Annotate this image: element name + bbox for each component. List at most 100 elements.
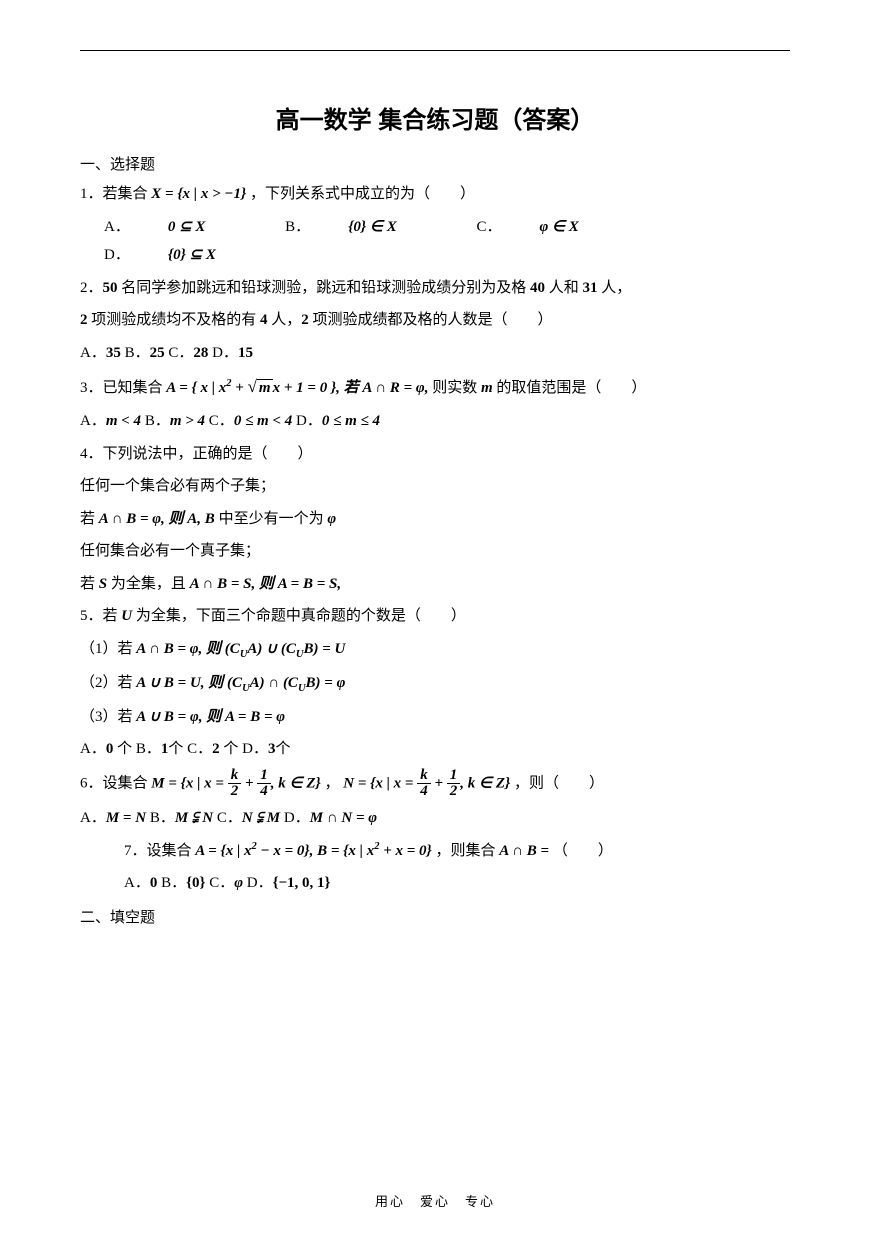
q4-p2e: A ∩ B = φ, 则 A, B: [99, 511, 215, 527]
q5-stem: 5．若 U 为全集，下面三个命题中真命题的个数是（ ）: [80, 602, 790, 631]
q3-e1c: x + 1 = 0 }, 若 A ∩ R = φ,: [273, 380, 429, 396]
q2-B: B．: [125, 345, 150, 361]
q5-Dt: 个: [276, 741, 291, 757]
q6-N: N = {x | x =: [343, 775, 417, 791]
q2-D: D．: [212, 345, 238, 361]
q6-Nf2n: 1: [447, 768, 461, 785]
q3-Ae: m < 4: [106, 413, 141, 429]
q7-Bv: {0}: [186, 875, 205, 891]
q5-options: A．0 个 B．1个 C．2 个 D．3个: [80, 735, 790, 764]
q1-text-a: 1．若集合: [80, 186, 151, 202]
q2-31: 31: [583, 280, 598, 296]
q5-s1a: （1）若: [80, 641, 136, 657]
q6-Nf1d: 4: [417, 784, 431, 800]
q2-Av: 35: [106, 345, 121, 361]
q6-M: M = {x | x =: [151, 775, 227, 791]
q4-p3: 任何集合必有一个真子集；: [80, 537, 790, 566]
section-1-head: 一、选择题: [80, 153, 790, 174]
q5-D: D．: [242, 741, 268, 757]
q2-Bv: 25: [150, 345, 165, 361]
q6-b: ，则（ ）: [514, 775, 604, 791]
q7-e2: A ∩ B =: [499, 843, 549, 859]
q2-l1g: 人，: [598, 280, 632, 296]
q4-p1: 任何一个集合必有两个子集；: [80, 472, 790, 501]
q2-options: A．35 B．25 C．28 D．15: [80, 339, 790, 368]
q5-A: A．: [80, 741, 106, 757]
q3-c: 的取值范围是（ ）: [493, 380, 647, 396]
q4-p2b: 中至少有一个为: [215, 511, 328, 527]
q6-Ntail: , k ∈ Z}: [460, 775, 510, 791]
q5-s2r: B) = φ: [306, 675, 346, 691]
q5-s2u1: U: [242, 683, 250, 694]
q2-Cv: 28: [193, 345, 208, 361]
q5-s2e: A ∪ B = U, 则 (C: [136, 675, 242, 691]
q1-B-expr: {0} ∈ X: [348, 213, 397, 242]
q5-Cv: 2: [212, 741, 220, 757]
top-rule: [80, 50, 790, 51]
q1-A-expr: 0 ⊆ X: [168, 213, 206, 242]
q6-Mf1d: 2: [228, 784, 242, 800]
q6-D: D．: [284, 810, 310, 826]
q5-s2a: （2）若: [80, 675, 136, 691]
q5-B: B．: [136, 741, 161, 757]
q2-l2b: 项测验成绩均不及格的有: [88, 312, 261, 328]
q7-C: C．: [209, 875, 234, 891]
q7-stem: 7．设集合 A = {x | x2 − x = 0}, B = {x | x2 …: [80, 837, 790, 866]
q6-Mplus: +: [241, 775, 257, 791]
q1-text-b: ，下列关系式中成立的为（ ）: [250, 186, 475, 202]
q5-s2m: A) ∩ (C: [250, 675, 298, 691]
q2-line1: 2．50 名同学参加跳远和铅球测验，跳远和铅球测验成绩分别为及格 40 人和 3…: [80, 274, 790, 303]
q6-Nf2d: 2: [447, 784, 461, 800]
q6-Nplus: +: [431, 775, 447, 791]
q2-C: C．: [168, 345, 193, 361]
q7-e1c: + x = 0}: [379, 843, 431, 859]
section-2-head: 二、填空题: [80, 906, 790, 927]
q1-B: B．: [285, 213, 310, 242]
q5-s3a: （3）若: [80, 709, 136, 725]
q2-l1c: 名同学参加跳远和铅球测验，跳远和铅球测验成绩分别为及格: [118, 280, 531, 296]
q5-s3: （3）若 A ∪ B = φ, 则 A = B = φ: [80, 703, 790, 732]
q6-Be: M ⫋ N: [175, 810, 213, 826]
q4-p4b: 为全集，且: [107, 576, 190, 592]
q6-Mf1n: k: [228, 768, 242, 785]
q6-C: C．: [217, 810, 242, 826]
q5-s1r: B) = U: [303, 641, 345, 657]
q2-l1e: 人和: [545, 280, 583, 296]
q1-stem: 1．若集合 X = {x | x > −1} ，下列关系式中成立的为（ ）: [80, 180, 790, 209]
q2-l2e: 2: [301, 312, 309, 328]
q7-A: A．: [124, 875, 150, 891]
q2-line2: 2 项测验成绩均不及格的有 4 人，2 项测验成绩都及格的人数是（ ）: [80, 306, 790, 335]
q2-Dv: 15: [238, 345, 253, 361]
q1-D-expr: {0} ⊆ X: [168, 241, 216, 270]
q7-Dv: {−1, 0, 1}: [273, 875, 331, 891]
q6-Mf1: k2: [228, 768, 242, 801]
q7-options: A．0 B．{0} C．φ D．{−1, 0, 1}: [80, 869, 790, 898]
q3-stem: 3．已知集合 A = { x | x2 + √mx + 1 = 0 }, 若 A…: [80, 371, 790, 403]
q7-a: 7．设集合: [124, 843, 195, 859]
q2-l2f: 项测验成绩都及格的人数是（ ）: [309, 312, 553, 328]
q6-Ae: M = N: [106, 810, 146, 826]
q7-e1b: − x = 0}, B = {x | x: [257, 843, 374, 859]
q2-A: A．: [80, 345, 106, 361]
q4-p4a: 若: [80, 576, 99, 592]
q5-At: 个: [113, 741, 132, 757]
q6-Mf2d: 4: [257, 784, 271, 800]
q2-l2a: 2: [80, 312, 88, 328]
q4-p2phi: φ: [327, 511, 336, 527]
q4-p4e: A ∩ B = S, 则 A = B = S,: [190, 576, 341, 592]
q4-p4s: S: [99, 576, 107, 592]
q5-s2u2: U: [298, 683, 306, 694]
q6-Mf2n: 1: [257, 768, 271, 785]
q5-s1: （1）若 A ∩ B = φ, 则 (CUA) ∪ (CUB) = U: [80, 635, 790, 665]
q6-Nf1n: k: [417, 768, 431, 785]
q2-l1a: 2．: [80, 280, 103, 296]
q3-e1a: A = { x | x: [166, 380, 226, 396]
q3-B: B．: [145, 413, 170, 429]
q1-options: A．0 ⊆ X B．{0} ∈ X C．φ ∈ X D．{0} ⊆ X: [80, 213, 790, 270]
q6-stem: 6．设集合 M = {x | x = k2 + 14, k ∈ Z} ， N =…: [80, 768, 790, 801]
q1-C-expr: φ ∈ X: [539, 213, 578, 242]
q4-p2a: 若: [80, 511, 99, 527]
q6-sep: ，: [325, 775, 344, 791]
q4-p4: 若 S 为全集，且 A ∩ B = S, 则 A = B = S,: [80, 570, 790, 599]
q5-s3e: A ∪ B = φ, 则 A = B = φ: [136, 709, 285, 725]
